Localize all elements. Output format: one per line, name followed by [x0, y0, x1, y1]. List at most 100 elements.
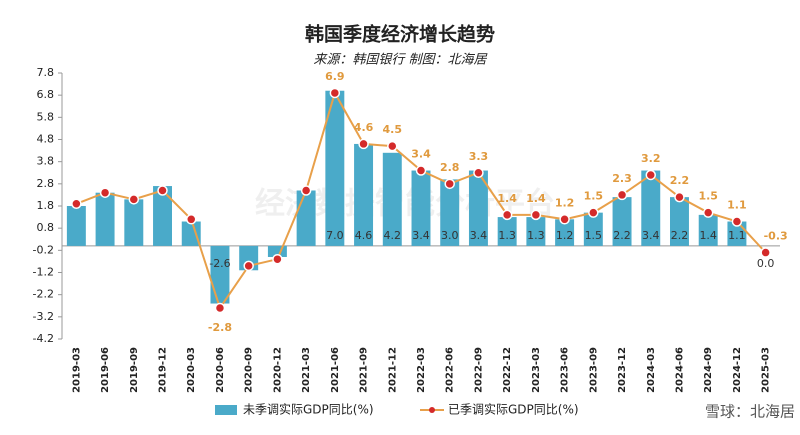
- bar: [526, 217, 546, 246]
- x-tick-label: 2024-12: [732, 347, 743, 393]
- line-marker: [501, 209, 513, 221]
- chart-title: 韩国季度经济增长趋势: [305, 23, 495, 46]
- bar: [325, 90, 345, 246]
- line-marker: [71, 198, 82, 210]
- y-tick-label: -3.2: [33, 310, 54, 323]
- line-label: 4.5: [383, 123, 403, 136]
- y-tick-label: 7.8: [37, 66, 55, 79]
- y-tick-label: 0.8: [37, 221, 55, 234]
- line-marker: [272, 253, 283, 265]
- line-label: 2.8: [440, 161, 460, 174]
- bar: [354, 143, 374, 246]
- line-marker: [387, 140, 398, 152]
- x-tick-label: 2019-09: [129, 347, 140, 393]
- line-marker: [415, 165, 427, 176]
- x-tick-label: 2020-12: [272, 347, 283, 393]
- x-tick-label: 2024-09: [703, 347, 714, 393]
- bar: [267, 245, 287, 257]
- x-tick-label: 2019-12: [158, 347, 169, 393]
- line-marker: [214, 302, 226, 314]
- y-tick-label: 5.8: [37, 110, 55, 123]
- bar-label: 1.2: [556, 229, 574, 242]
- x-tick-label: 2021-06: [330, 347, 341, 393]
- x-tick-label: 2019-06: [100, 347, 111, 393]
- bar-label: 3.4: [642, 229, 660, 242]
- bar: [641, 170, 661, 246]
- line-marker: [473, 167, 484, 178]
- x-tick-label: 2024-03: [646, 347, 657, 393]
- bar: [95, 192, 115, 246]
- chart-subtitle: 来源：韩国银行 制图：北海居: [313, 53, 488, 68]
- line-label: 3.4: [411, 148, 431, 161]
- bar: [411, 170, 431, 246]
- line-marker: [128, 194, 140, 205]
- y-tick-label: 2.8: [37, 177, 55, 190]
- line-label: 1.5: [698, 190, 718, 203]
- x-tick-label: 2021-03: [301, 347, 312, 393]
- x-tick-label: 2022-09: [473, 347, 484, 393]
- y-tick-label: -0.2: [33, 243, 54, 256]
- bar: [124, 199, 144, 246]
- line-label: 2.2: [670, 174, 690, 187]
- bar-label: 1.5: [585, 229, 603, 242]
- x-tick-label: 2019-03: [71, 347, 82, 393]
- bar-label: 1.3: [527, 229, 545, 242]
- line-marker: [243, 260, 254, 272]
- x-tick-label: 2023-03: [531, 347, 542, 393]
- line-label: 1.2: [555, 196, 575, 209]
- line-marker: [99, 187, 111, 198]
- line-label: 4.6: [354, 121, 374, 134]
- x-tick-label: 2023-06: [560, 347, 571, 393]
- line-marker: [358, 138, 369, 150]
- bar: [66, 206, 86, 246]
- bar: [440, 179, 460, 246]
- x-tick-label: 2021-12: [387, 347, 398, 393]
- bar: [468, 170, 488, 246]
- y-tick-label: 6.8: [37, 88, 55, 101]
- bar: [555, 219, 575, 246]
- line-label: 6.9: [325, 70, 345, 83]
- bar: [612, 197, 632, 246]
- line-marker: [588, 207, 599, 218]
- x-tick-label: 2020-03: [186, 347, 197, 393]
- bar-label: 4.6: [355, 229, 373, 242]
- y-tick-label: 4.8: [37, 133, 55, 146]
- bar: [670, 197, 689, 246]
- x-tick-label: 2022-06: [445, 347, 456, 393]
- bar-label: 3.4: [470, 229, 488, 242]
- line-marker: [616, 189, 628, 201]
- x-tick-label: 2020-09: [244, 347, 255, 393]
- bar-label: 1.3: [498, 229, 516, 242]
- line-label: -0.3: [764, 230, 788, 243]
- legend-swatch: [215, 405, 237, 415]
- bar: [153, 186, 172, 246]
- line-label: 1.4: [526, 192, 546, 205]
- line-marker: [645, 169, 657, 181]
- x-tick-label: 2025-03: [761, 347, 772, 393]
- bar-label: 3.4: [412, 229, 430, 242]
- line-marker: [559, 214, 570, 225]
- line-marker: [760, 247, 771, 258]
- bar-label: 1.4: [699, 229, 717, 242]
- bar: [698, 214, 718, 246]
- line-label: -2.8: [208, 321, 232, 334]
- bar-label: 3.0: [441, 229, 459, 242]
- bar-label: 2.2: [671, 229, 689, 242]
- bar-label: -2.6: [209, 257, 230, 270]
- bar-label: 1.1: [728, 229, 746, 242]
- line-marker: [157, 185, 168, 196]
- line-marker: [444, 178, 455, 190]
- line-marker: [674, 191, 685, 203]
- bar: [583, 212, 603, 246]
- x-tick-label: 2022-03: [416, 347, 427, 393]
- line-marker: [702, 207, 714, 218]
- bar: [296, 190, 316, 246]
- line-label: 2.3: [612, 172, 632, 185]
- line-label: 1.4: [497, 192, 517, 205]
- bar-label: 4.2: [384, 229, 402, 242]
- x-tick-label: 2023-12: [617, 347, 628, 393]
- legend-marker: [429, 407, 435, 413]
- bar: [181, 221, 201, 246]
- legend-label: 未季调实际GDP同比(%): [243, 402, 374, 417]
